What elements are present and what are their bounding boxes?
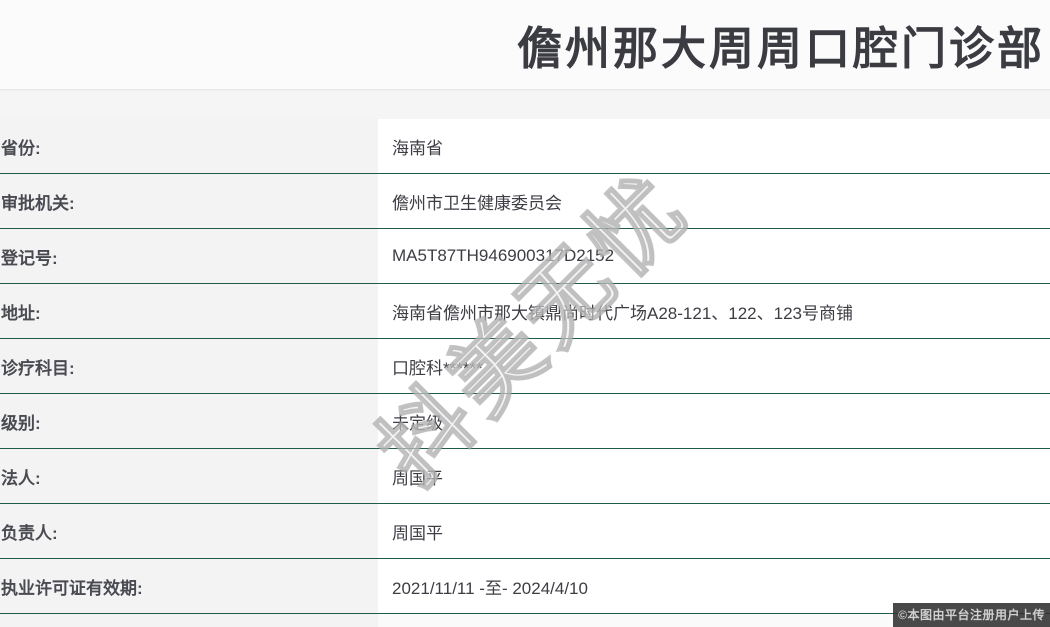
table-row: 诊疗科目: 口腔科******	[0, 339, 1050, 394]
filler-label-cell	[0, 614, 378, 627]
table-row: 执业许可证有效期: 2021/11/11 -至- 2024/4/10	[0, 559, 1050, 614]
table-header-strip	[0, 90, 1050, 119]
table-row: 法人: 周国平	[0, 449, 1050, 504]
table-row: 负责人: 周国平	[0, 504, 1050, 559]
table-row: 级别: 未定级	[0, 394, 1050, 449]
copyright-badge: ©本图由平台注册用户上传	[893, 603, 1050, 627]
row-label: 地址:	[0, 284, 378, 338]
row-label: 级别:	[0, 394, 378, 448]
table-row: 地址: 海南省儋州市那大镇鼎尚时代广场A28-121、122、123号商铺	[0, 284, 1050, 339]
table-row: 省份: 海南省	[0, 119, 1050, 174]
row-value: MA5T87TH946900317D2152	[378, 229, 1050, 283]
filler-value-cell	[378, 614, 1050, 627]
row-label: 法人:	[0, 449, 378, 503]
table-row: 审批机关: 儋州市卫生健康委员会	[0, 174, 1050, 229]
clinic-info-table: 省份: 海南省 审批机关: 儋州市卫生健康委员会 登记号: MA5T87TH94…	[0, 90, 1050, 627]
row-label: 登记号:	[0, 229, 378, 283]
page-title: 儋州那大周周口腔门诊部	[516, 23, 1045, 74]
row-value: 周国平	[378, 504, 1050, 558]
table-rows-container: 省份: 海南省 审批机关: 儋州市卫生健康委员会 登记号: MA5T87TH94…	[0, 119, 1050, 614]
row-value: 海南省儋州市那大镇鼎尚时代广场A28-121、122、123号商铺	[378, 284, 1050, 338]
row-value: 口腔科******	[378, 339, 1050, 393]
row-label: 诊疗科目:	[0, 339, 378, 393]
row-label: 审批机关:	[0, 174, 378, 228]
page-header: 儋州那大周周口腔门诊部	[0, 0, 1050, 90]
row-value: 海南省	[378, 119, 1050, 173]
row-label: 省份:	[0, 119, 378, 173]
table-bottom-filler	[0, 614, 1050, 627]
row-label: 负责人:	[0, 504, 378, 558]
row-value: 未定级	[378, 394, 1050, 448]
row-value: 儋州市卫生健康委员会	[378, 174, 1050, 228]
table-row: 登记号: MA5T87TH946900317D2152	[0, 229, 1050, 284]
row-value: 周国平	[378, 449, 1050, 503]
row-label: 执业许可证有效期:	[0, 559, 378, 613]
